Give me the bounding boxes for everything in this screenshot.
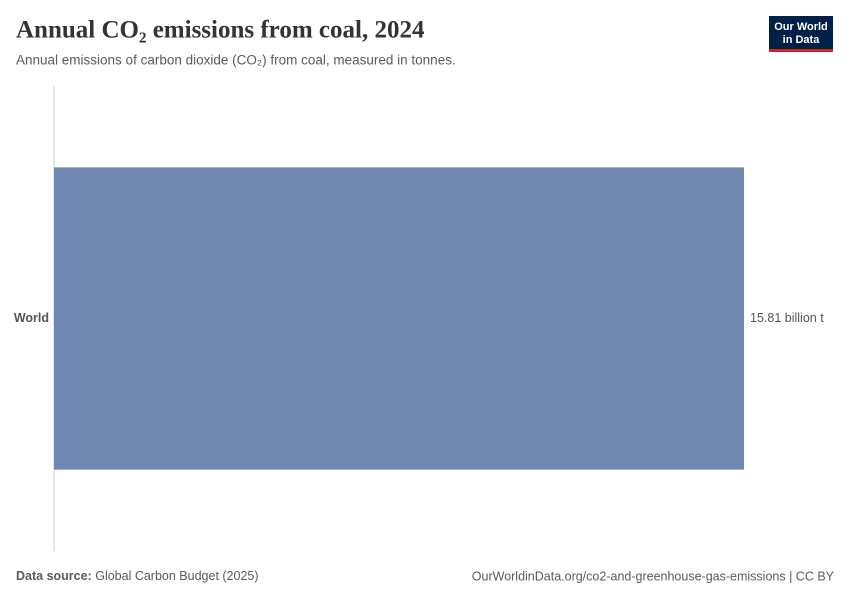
chart-subtitle: Annual emissions of carbon dioxide (CO₂)…: [16, 53, 456, 68]
category-label: World: [14, 311, 49, 325]
value-label: 15.81 billion t: [750, 311, 824, 325]
chart-title: Annual CO₂ emissions from coal, 2024: [16, 17, 425, 44]
logo-text: in Data: [783, 34, 821, 46]
bar: [54, 167, 744, 470]
source: Global Carbon Budget (2025): [95, 569, 258, 583]
footer-source: Data source: Global Carbon Budget (2025): [16, 569, 259, 583]
logo-text: Our World: [774, 21, 828, 33]
source-label: Data source:: [16, 569, 92, 583]
footer-credit: OurWorldinData.org/co2-and-greenhouse-ga…: [472, 569, 835, 583]
logo-box: [769, 16, 833, 52]
logo-stripe: [769, 49, 833, 52]
logo[interactable]: Our World in Data: [769, 16, 833, 52]
